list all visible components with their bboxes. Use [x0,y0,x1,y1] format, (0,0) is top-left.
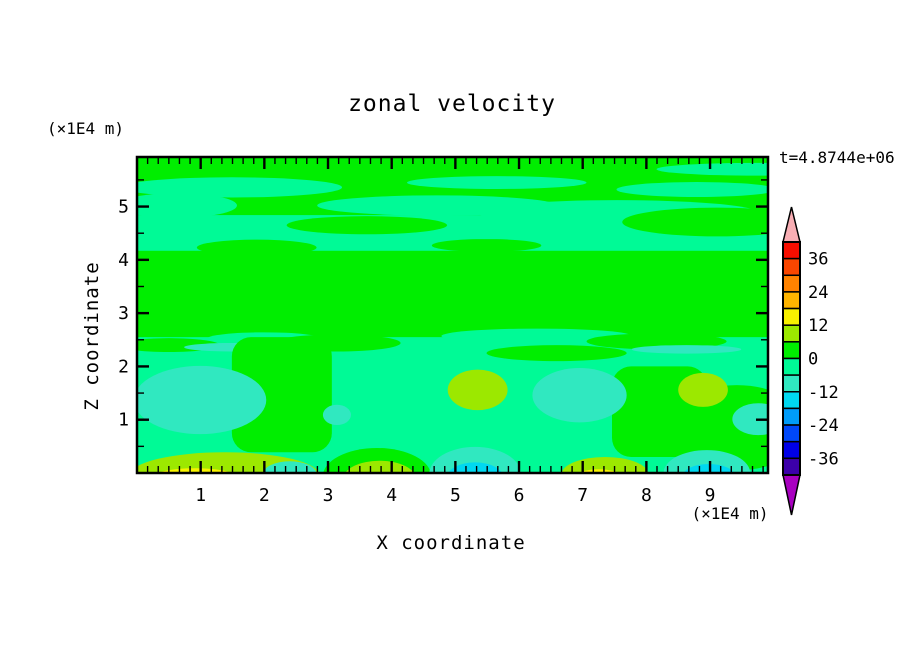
contour-blob-spring [656,162,768,176]
x-tick-label: 6 [514,485,525,506]
x-tick-label: 2 [259,485,270,506]
contour-blob-green [622,207,768,237]
x-tick-label: 7 [577,485,588,506]
colorbar-segment-36-42 [782,241,801,260]
z-tick-label: 3 [118,303,129,324]
colorbar-segment--12--6 [782,374,801,393]
contour-blob-turq [631,345,742,354]
colorbar-label: 36 [808,250,828,270]
colorbar-label: -36 [808,449,839,469]
x-axis-title: X coordinate [376,532,525,554]
contour-blob-cyan [448,462,502,473]
axes-ticks [138,158,767,472]
contour-blob-turq [322,404,351,426]
contour-blob-turq [532,368,627,423]
z-axis-title: Z coordinate [81,261,103,410]
contour-field [137,157,768,473]
x-tick-label: 5 [450,485,461,506]
colorbar-segment-30-36 [782,257,801,277]
contour-blob-chart [678,372,728,407]
plot-frame [135,155,770,475]
colorbar-label: 24 [808,283,828,303]
x-tick-label: 1 [195,485,206,506]
contour-blob-turq [732,403,768,436]
contour-blob-green [431,239,542,252]
contour-band-green [231,337,332,453]
contour-blob-cyan [683,463,734,473]
time-stamp-label: t=4.8744e+06 [779,148,895,167]
contour-blob-chart [447,369,508,411]
contour-blob-spring [441,328,633,344]
colorbar-label: -12 [808,383,839,403]
colorbar-segment-12-18 [782,307,801,326]
colorbar-segment--24--18 [782,407,801,426]
z-tick-label: 2 [118,356,129,377]
colorbar-segment-18-24 [782,291,801,310]
x-tick-label: 9 [705,485,716,506]
contour-band-green [137,250,768,338]
contour-blob-green [666,385,768,471]
x-tick-label: 8 [641,485,652,506]
contour-blob-green [323,447,431,473]
z-tick-label: 4 [118,250,129,271]
colorbar-segment-6-12 [782,324,801,343]
tick-labels: 1 2 3 4 5 6 7 8 9 1 2 3 4 5 [118,197,715,506]
colorbar-label: 12 [808,316,828,336]
contour-blob-green [286,216,448,235]
colorbar: 36 24 12 0 -12 -24 -36 [782,206,839,516]
contour-blob-spring [616,182,768,197]
contour-blob-chart [345,460,414,473]
contour-blob-yellow [157,468,233,473]
plot-title: zonal velocity [348,91,556,117]
colorbar-arrow-above-range [782,206,801,243]
colorbar-segment-24-30 [782,274,801,293]
colorbar-label: -24 [808,416,839,436]
contour-blob-turq [263,461,317,473]
colorbar-segment--30--24 [782,424,801,443]
contour-blob-spring [137,177,342,198]
colorbar-outline [782,241,801,476]
colorbar-label: 0 [808,349,818,369]
contour-blob-spring [406,176,587,189]
z-tick-label: 1 [118,410,129,431]
colorbar-segment--42--36 [782,457,801,476]
x-axis-unit-label: (×1E4 m) [691,504,768,523]
colorbar-segment-0-6 [782,341,801,360]
colorbar-segment--36--30 [782,440,801,460]
contour-blob-green [486,345,627,362]
colorbar-segment--6-0 [782,357,801,376]
z-tick-label: 5 [118,197,129,218]
contour-blob-turq [137,365,267,435]
x-tick-label: 4 [386,485,397,506]
contour-blob-chart [137,452,320,473]
contour-blob-turq [663,450,751,473]
z-axis-unit-label: (×1E4 m) [47,119,124,138]
colorbar-arrow-below-range [782,474,801,516]
x-tick-label: 3 [323,485,334,506]
colorbar-segment--18--12 [782,391,801,410]
contour-blob-spring [137,193,237,218]
